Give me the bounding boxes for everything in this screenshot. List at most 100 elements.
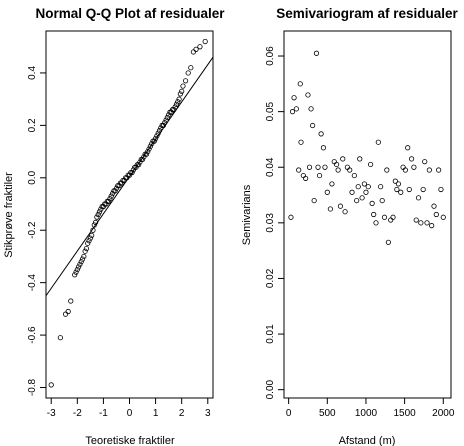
data-point <box>78 259 84 265</box>
data-point <box>162 120 168 126</box>
data-point <box>359 195 365 201</box>
y-tick-label: 0.2 <box>27 118 38 132</box>
data-point <box>130 167 137 173</box>
x-tick-label: -2 <box>73 408 82 419</box>
x-tick-label: 0 <box>286 408 292 419</box>
semivariogram-title: Semivariogram af residualer <box>276 6 458 21</box>
data-point <box>373 220 379 226</box>
data-point <box>402 167 408 173</box>
data-point <box>62 311 69 317</box>
data-point <box>381 214 388 220</box>
data-point <box>160 122 167 128</box>
qq-points <box>48 38 208 388</box>
y-tick-label: 0.00 <box>265 379 276 399</box>
qq-x-axis: -3 -2 -1 0 1 2 3 <box>47 398 211 419</box>
data-point <box>185 70 191 76</box>
data-point <box>81 253 87 260</box>
data-point <box>145 148 151 155</box>
data-point <box>357 156 363 162</box>
y-tick-label: 0.04 <box>265 157 276 177</box>
data-point <box>166 112 172 118</box>
data-point <box>320 145 327 151</box>
data-point <box>156 128 163 134</box>
qq-y-axis-label: Stikprøve fraktiler <box>3 172 15 258</box>
data-point <box>398 189 404 195</box>
y-tick-label: -0.2 <box>27 221 38 239</box>
data-point <box>367 161 374 168</box>
data-point <box>405 145 411 151</box>
data-point <box>171 107 177 113</box>
data-point <box>333 161 340 168</box>
data-point <box>315 164 321 170</box>
y-tick-label: 0.06 <box>265 46 276 66</box>
data-point <box>303 175 309 181</box>
data-point <box>172 104 178 110</box>
data-point <box>129 169 135 176</box>
data-point <box>188 65 194 71</box>
data-point <box>384 167 390 173</box>
data-point <box>193 46 199 52</box>
data-point <box>363 189 369 195</box>
data-point <box>143 151 150 157</box>
data-point <box>177 91 183 97</box>
x-tick-label: 3 <box>205 408 211 419</box>
data-point <box>146 146 152 152</box>
data-point <box>369 200 375 206</box>
y-tick-label: 0.4 <box>27 66 38 80</box>
data-point <box>48 382 54 388</box>
data-point <box>394 186 400 193</box>
qq-panel: Normal Q-Q Plot af residualer Teoretiske… <box>3 6 225 446</box>
data-point <box>83 245 90 252</box>
data-point <box>95 211 101 218</box>
data-point <box>344 164 350 170</box>
data-point <box>311 197 317 204</box>
x-tick-label: 2000 <box>432 408 455 419</box>
y-tick-label: 0.02 <box>265 268 276 288</box>
data-point <box>400 164 406 170</box>
data-point <box>310 122 316 129</box>
data-point <box>351 172 357 179</box>
data-point <box>76 264 82 270</box>
data-point <box>103 201 109 207</box>
data-point <box>436 167 442 173</box>
data-point <box>297 81 303 87</box>
data-point <box>137 159 143 165</box>
semivariogram-y-axis: 0.00 0.01 0.02 0.03 0.04 0.05 0.06 <box>265 46 284 399</box>
x-tick-label: -3 <box>47 408 56 419</box>
data-point <box>327 206 333 212</box>
data-point <box>318 131 324 137</box>
x-tick-label: 1500 <box>393 408 416 419</box>
data-point <box>87 235 93 241</box>
data-point <box>65 308 71 315</box>
data-point <box>313 50 320 56</box>
y-tick-label: -0.8 <box>27 378 38 396</box>
y-tick-label: 0.01 <box>265 324 276 344</box>
data-point <box>82 248 88 254</box>
data-point <box>429 223 435 229</box>
data-point <box>296 167 302 173</box>
data-point <box>98 206 104 212</box>
data-point <box>347 167 353 173</box>
data-point <box>57 335 63 341</box>
qq-x-axis-label: Teoretiske fraktiler <box>85 435 175 446</box>
data-point <box>305 92 311 98</box>
data-point <box>415 195 422 201</box>
data-point <box>121 177 127 184</box>
data-point <box>379 197 385 204</box>
data-point <box>378 184 384 190</box>
data-point <box>176 96 182 102</box>
data-point <box>440 214 446 220</box>
data-point <box>202 38 208 45</box>
data-point <box>72 272 78 278</box>
y-tick-label: -0.6 <box>27 326 38 344</box>
data-point <box>293 106 299 112</box>
data-point <box>433 211 439 218</box>
data-point <box>155 130 161 136</box>
data-point <box>133 164 139 170</box>
data-point <box>298 139 304 145</box>
semivariogram-panel: Semivariogram af residualer Afstand (m) … <box>241 6 459 446</box>
data-point <box>73 269 79 275</box>
data-point <box>116 183 122 189</box>
data-point <box>300 172 306 179</box>
